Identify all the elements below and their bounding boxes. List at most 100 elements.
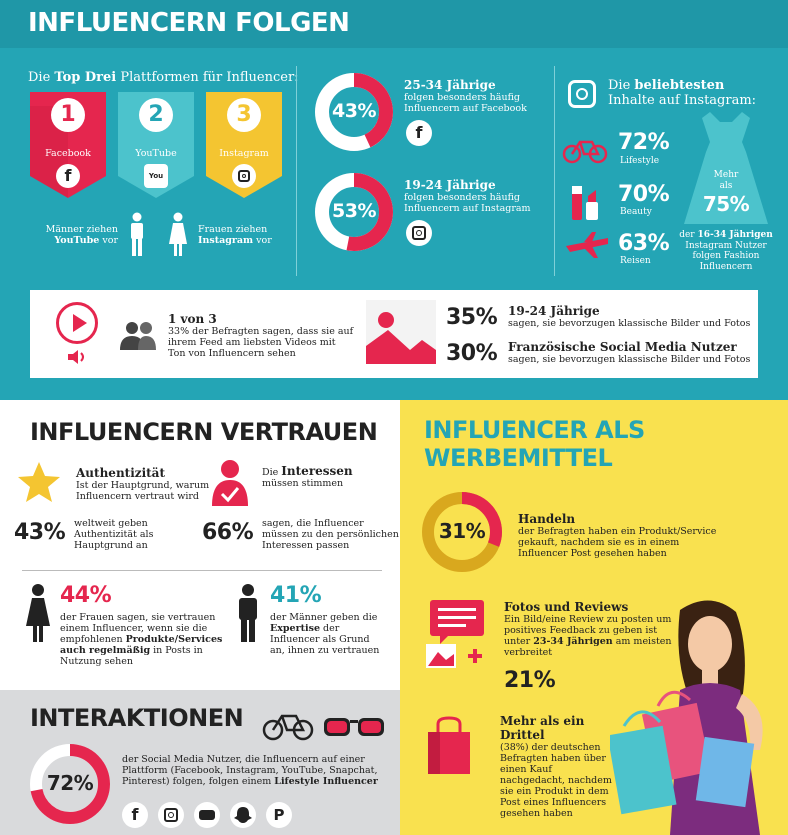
age-donut-1: 43%	[314, 72, 394, 152]
bicycle-icon	[562, 140, 608, 164]
platform-badge-instagram: 3 Instagram	[206, 92, 282, 198]
instagram-icon[interactable]	[158, 802, 184, 828]
interests-text: Die Interessen müssen stimmen	[262, 464, 353, 489]
image-icon	[366, 300, 436, 364]
platforms-intro: Die Top Drei Plattformen für Influencer:	[28, 70, 299, 85]
drittel-text: Mehr als ein Drittel (38%) der deutschen…	[500, 714, 612, 819]
badge-number: 3	[236, 102, 252, 127]
dress-text: Mehr als	[713, 170, 739, 191]
insta-stat-label: Lifestyle	[620, 156, 660, 166]
badge-number-circle	[51, 98, 85, 132]
badge-name: Instagram	[219, 148, 269, 159]
youtube-icon[interactable]	[194, 802, 220, 828]
instagram-icon	[232, 164, 256, 188]
top-title-band	[0, 0, 788, 48]
badge-name: Facebook	[45, 148, 91, 159]
platform-badge-facebook: 1 Facebook f	[30, 92, 106, 198]
shopping-bag-icon	[428, 716, 470, 774]
facebook-icon[interactable]: f	[122, 802, 148, 828]
trust-stat-text: sagen, die Influencer müssen zu den pers…	[262, 518, 399, 551]
men-text: Männer ziehen YouTube vor	[45, 224, 118, 246]
trust-stat-pct: 66%	[202, 520, 254, 545]
man-icon	[239, 584, 257, 642]
fotos-pct: 21%	[504, 668, 556, 693]
badge-number: 2	[148, 102, 164, 127]
review-icon	[426, 600, 484, 668]
donut-chart	[315, 73, 393, 151]
badge-name: YouTube	[135, 148, 177, 159]
trust-stat-text: weltweit geben Authentizität als Hauptgr…	[74, 518, 154, 551]
facebook-icon: f	[406, 120, 432, 146]
dress-icon	[684, 112, 768, 224]
video-icon	[56, 302, 98, 344]
speaker-icon	[68, 350, 84, 364]
bicycle-icon	[262, 714, 314, 741]
divider	[22, 570, 382, 571]
ads-title: INFLUENCER ALS WERBEMITTEL	[424, 416, 645, 472]
age-text-2: 19-24 Jährige folgen besonders häufig In…	[404, 178, 531, 214]
donut-label: 72%	[46, 771, 94, 795]
users-icon	[120, 322, 156, 350]
pinterest-icon[interactable]: P	[266, 802, 292, 828]
donut-label: 53%	[332, 200, 376, 222]
youtube-icon: You	[144, 164, 168, 188]
dress-pct: 75%	[702, 192, 750, 216]
airplane-icon	[566, 232, 608, 258]
top-title: INFLUENCERN FOLGEN	[28, 8, 350, 38]
women-trust-pct: 44%	[60, 583, 112, 608]
instagram-icon	[568, 80, 596, 108]
man-icon	[131, 212, 143, 256]
ads-donut: 31%	[420, 490, 504, 574]
user-check-icon	[212, 460, 248, 506]
men-trust-pct: 41%	[270, 583, 322, 608]
divider	[554, 66, 555, 276]
badge-number: 1	[60, 102, 76, 127]
platform-badge-youtube: 2 YouTube You	[118, 92, 194, 198]
insta-stat-label: Reisen	[620, 256, 651, 266]
handeln-text: Handeln der Befragten haben ein Produkt/…	[518, 512, 717, 559]
badge-number-circle	[139, 98, 173, 132]
badge-shape	[206, 92, 282, 198]
badge-shape	[118, 92, 194, 198]
age-donut-2: 53%	[314, 172, 394, 252]
interactions-title: INTERAKTIONEN	[30, 704, 244, 732]
fashion-note: der 16-34 Jährigen Instagram Nutzer folg…	[679, 230, 773, 272]
play-icon	[73, 314, 87, 332]
fotos-text: Fotos und Reviews Ein Bild/eine Review z…	[504, 600, 672, 658]
picture-pct: 35%	[446, 305, 498, 330]
trust-stat-pct: 43%	[14, 520, 66, 545]
women-trust-text: der Frauen sagen, sie vertrauen einem In…	[60, 612, 223, 667]
facebook-icon: f	[56, 164, 80, 188]
picture-pct: 30%	[446, 341, 498, 366]
auth-text: Authentizität Ist der Hauptgrund, warum …	[76, 466, 210, 502]
instagram-head: Die beliebtesten Inhalte auf Instagram:	[608, 78, 757, 108]
insta-stat-pct: 63%	[618, 231, 670, 256]
donut-label: 43%	[332, 100, 376, 122]
donut-chart	[30, 744, 110, 824]
trust-title: INFLUENCERN VERTRAUEN	[30, 418, 378, 446]
snapchat-icon[interactable]	[230, 802, 256, 828]
picture-text: 19-24 Jährige sagen, sie bevorzugen klas…	[508, 304, 751, 329]
instagram-icon	[406, 220, 432, 246]
donut-chart	[422, 492, 502, 572]
men-trust-text: der Männer geben die Expertise der Influ…	[270, 612, 380, 656]
insta-stat-pct: 72%	[618, 130, 670, 155]
badge-number-circle	[227, 98, 261, 132]
woman-icon	[169, 212, 187, 256]
star-icon	[18, 462, 60, 502]
video-text: 1 von 3 33% der Befragten sagen, dass si…	[168, 312, 354, 359]
sunglasses-icon	[324, 718, 384, 736]
woman-shopping-illustration	[610, 600, 763, 835]
woman-icon	[26, 584, 50, 642]
age-text-1: 25-34 Jährige folgen besonders häufig In…	[404, 78, 527, 114]
divider	[296, 66, 297, 276]
interactions-text: der Social Media Nutzer, die Influencern…	[122, 754, 378, 787]
interactions-donut: 72%	[28, 742, 112, 826]
donut-chart	[315, 173, 393, 251]
women-text: Frauen ziehen Instagram vor	[198, 224, 272, 246]
picture-text: Französische Social Media Nutzer sagen, …	[508, 340, 751, 365]
donut-label: 31%	[438, 519, 486, 543]
lipstick-icon	[572, 186, 598, 220]
insta-stat-pct: 70%	[618, 182, 670, 207]
insta-stat-label: Beauty	[620, 207, 652, 217]
